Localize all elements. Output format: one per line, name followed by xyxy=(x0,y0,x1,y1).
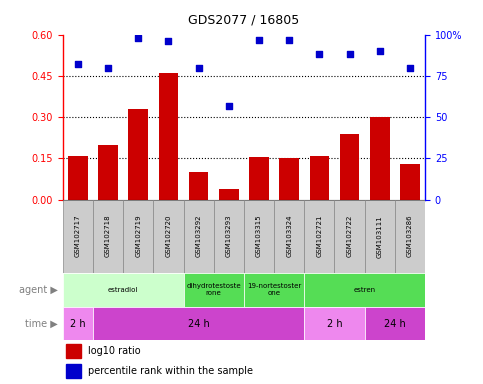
Text: dihydrotestoste
rone: dihydrotestoste rone xyxy=(186,283,241,296)
Bar xyxy=(244,200,274,273)
Bar xyxy=(123,200,154,273)
Text: GSM103292: GSM103292 xyxy=(196,215,201,257)
Bar xyxy=(340,134,359,200)
Bar xyxy=(279,159,299,200)
Bar xyxy=(154,200,184,273)
Text: GSM103315: GSM103315 xyxy=(256,215,262,258)
Bar xyxy=(63,307,93,340)
Text: estren: estren xyxy=(354,287,376,293)
Point xyxy=(285,36,293,43)
Point xyxy=(74,61,82,67)
Bar xyxy=(304,273,425,307)
Bar xyxy=(365,200,395,273)
Bar xyxy=(219,189,239,200)
Text: GSM102722: GSM102722 xyxy=(347,215,353,257)
Text: GSM103293: GSM103293 xyxy=(226,215,232,258)
Bar xyxy=(304,200,334,273)
Point xyxy=(104,65,112,71)
Bar xyxy=(184,273,244,307)
Point xyxy=(225,103,233,109)
Point xyxy=(315,51,323,58)
Text: GSM102717: GSM102717 xyxy=(75,215,81,258)
Bar xyxy=(365,307,425,340)
Bar xyxy=(93,307,304,340)
Bar xyxy=(68,156,88,200)
Bar xyxy=(213,200,244,273)
Point xyxy=(134,35,142,41)
Point xyxy=(255,36,263,43)
Bar xyxy=(158,73,178,200)
Point xyxy=(406,65,414,71)
Text: 2 h: 2 h xyxy=(327,318,342,329)
Point xyxy=(165,38,172,44)
Bar xyxy=(63,273,184,307)
Text: agent ▶: agent ▶ xyxy=(19,285,58,295)
Point xyxy=(376,48,384,54)
Bar xyxy=(400,164,420,200)
Bar xyxy=(189,172,209,200)
Bar xyxy=(395,200,425,273)
Bar xyxy=(63,200,93,273)
Text: GSM102718: GSM102718 xyxy=(105,215,111,258)
Text: percentile rank within the sample: percentile rank within the sample xyxy=(88,366,253,376)
Bar xyxy=(184,200,213,273)
Bar xyxy=(98,145,118,200)
Text: 24 h: 24 h xyxy=(384,318,406,329)
Point xyxy=(346,51,354,58)
Bar xyxy=(128,109,148,200)
Bar xyxy=(249,157,269,200)
Bar xyxy=(334,200,365,273)
Text: GSM102721: GSM102721 xyxy=(316,215,322,257)
Bar xyxy=(304,307,365,340)
Bar xyxy=(67,344,81,358)
Text: GDS2077 / 16805: GDS2077 / 16805 xyxy=(188,14,299,27)
Bar xyxy=(93,200,123,273)
Bar xyxy=(370,117,390,200)
Text: time ▶: time ▶ xyxy=(25,318,58,329)
Text: GSM103324: GSM103324 xyxy=(286,215,292,257)
Text: log10 ratio: log10 ratio xyxy=(88,346,141,356)
Text: GSM102720: GSM102720 xyxy=(166,215,171,257)
Bar xyxy=(274,200,304,273)
Text: GSM103111: GSM103111 xyxy=(377,215,383,258)
Point xyxy=(195,65,202,71)
Bar xyxy=(310,156,329,200)
Bar xyxy=(244,273,304,307)
Text: 24 h: 24 h xyxy=(188,318,210,329)
Bar xyxy=(67,364,81,378)
Text: GSM102719: GSM102719 xyxy=(135,215,141,258)
Text: GSM103286: GSM103286 xyxy=(407,215,413,258)
Text: 19-nortestoster
one: 19-nortestoster one xyxy=(247,283,301,296)
Text: 2 h: 2 h xyxy=(70,318,85,329)
Text: estradiol: estradiol xyxy=(108,287,138,293)
